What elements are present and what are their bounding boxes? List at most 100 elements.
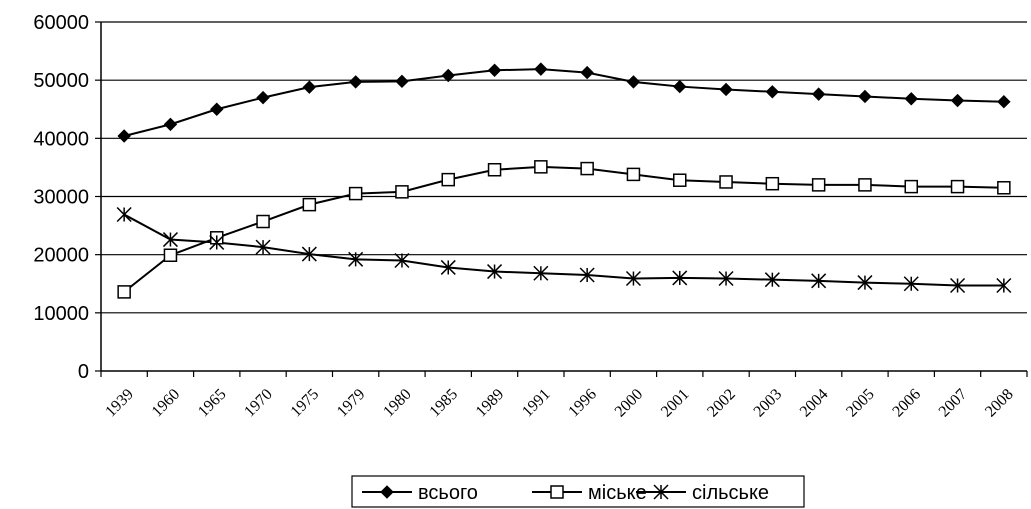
data-point-asterisk bbox=[394, 252, 410, 269]
legend-marker-square bbox=[550, 485, 564, 499]
data-point-diamond bbox=[163, 117, 178, 132]
y-tick-label: 20000 bbox=[33, 245, 89, 267]
data-point-asterisk bbox=[903, 276, 919, 292]
legend-label: всього bbox=[418, 482, 478, 504]
x-tick-label: 1975 bbox=[288, 386, 323, 421]
data-point-diamond bbox=[904, 92, 918, 106]
y-tick-label: 10000 bbox=[33, 303, 89, 325]
x-tick-label: 1989 bbox=[473, 386, 508, 421]
data-point-diamond bbox=[580, 65, 594, 80]
data-point-diamond bbox=[719, 82, 733, 97]
data-point-square bbox=[348, 186, 363, 201]
data-point-asterisk bbox=[718, 270, 734, 287]
data-point-square bbox=[904, 179, 918, 194]
x-tick-label: 2008 bbox=[982, 386, 1017, 421]
data-point-asterisk bbox=[348, 251, 364, 267]
data-point-asterisk bbox=[950, 277, 966, 294]
data-point-asterisk bbox=[533, 265, 549, 281]
data-point-asterisk bbox=[625, 270, 641, 287]
data-point-diamond bbox=[487, 63, 502, 77]
data-point-diamond bbox=[117, 129, 131, 143]
data-point-square bbox=[811, 178, 826, 192]
series-group bbox=[116, 62, 1012, 299]
x-tick-label: 2004 bbox=[797, 386, 832, 421]
x-tick-label: 1970 bbox=[241, 386, 276, 421]
legend-marker-asterisk bbox=[653, 484, 669, 500]
y-tick-label: 50000 bbox=[33, 70, 89, 92]
x-tick-label: 2000 bbox=[612, 386, 647, 421]
data-point-diamond bbox=[395, 74, 409, 89]
x-tick-label: 1991 bbox=[519, 386, 554, 421]
data-point-asterisk bbox=[209, 234, 225, 250]
x-tick-label: 2002 bbox=[704, 386, 739, 421]
data-point-asterisk bbox=[857, 275, 873, 291]
x-tick-label: 2003 bbox=[751, 386, 786, 421]
gridlines bbox=[101, 21, 1027, 314]
x-tick-label: 1960 bbox=[149, 386, 184, 421]
x-tick-label: 2007 bbox=[936, 386, 971, 421]
data-point-diamond bbox=[210, 102, 224, 116]
data-point-square bbox=[256, 214, 270, 229]
data-point-asterisk bbox=[116, 207, 132, 223]
data-point-diamond bbox=[348, 75, 363, 89]
data-point-diamond bbox=[673, 79, 687, 94]
data-point-diamond bbox=[302, 80, 317, 94]
x-tick-label: 1996 bbox=[565, 386, 600, 421]
data-point-asterisk bbox=[579, 267, 595, 283]
data-point-diamond bbox=[765, 85, 780, 99]
series-line-diamond bbox=[123, 68, 1004, 137]
data-point-square bbox=[858, 178, 872, 192]
data-point-asterisk bbox=[162, 232, 178, 248]
data-point-asterisk bbox=[764, 272, 780, 288]
data-point-square bbox=[950, 179, 965, 194]
data-point-diamond bbox=[997, 94, 1011, 109]
data-point-square bbox=[487, 162, 502, 177]
legend-label: міське bbox=[588, 482, 647, 504]
data-point-asterisk bbox=[672, 270, 688, 286]
series-line-square bbox=[123, 165, 1004, 293]
data-point-square bbox=[534, 160, 548, 174]
x-axis: 1939 1960 1965 1970 1975 1979 1980 1985 1989 1991… bbox=[100, 370, 1028, 421]
y-tick-label: 40000 bbox=[33, 128, 89, 150]
data-point-asterisk bbox=[996, 277, 1012, 294]
x-tick-label: 2005 bbox=[843, 386, 878, 421]
x-tick-label: 1979 bbox=[334, 386, 369, 421]
series-line-asterisk bbox=[123, 213, 1004, 287]
data-point-asterisk bbox=[487, 264, 503, 280]
x-tick-label: 1965 bbox=[195, 386, 230, 421]
data-point-diamond bbox=[626, 75, 641, 89]
x-tick-label: 1980 bbox=[380, 386, 415, 421]
data-point-diamond bbox=[950, 93, 965, 108]
data-point-square bbox=[163, 248, 178, 262]
data-point-square bbox=[117, 285, 131, 299]
data-point-square bbox=[673, 173, 687, 187]
data-point-diamond bbox=[441, 68, 455, 83]
data-point-asterisk bbox=[440, 259, 456, 275]
y-tick-label: 0 bbox=[78, 361, 89, 383]
x-tick-label: 2006 bbox=[889, 386, 924, 421]
data-point-square bbox=[302, 197, 317, 212]
y-tick-label: 60000 bbox=[33, 12, 89, 34]
data-point-square bbox=[395, 185, 409, 199]
legend-marker-diamond bbox=[380, 485, 394, 499]
data-point-diamond bbox=[256, 90, 270, 105]
data-point-square bbox=[997, 181, 1011, 195]
data-point-asterisk bbox=[301, 246, 317, 262]
data-point-diamond bbox=[858, 89, 872, 104]
legend: всього міське сільське bbox=[351, 475, 805, 508]
data-point-asterisk bbox=[255, 239, 271, 255]
data-point-square bbox=[765, 176, 780, 191]
y-tick-label: 30000 bbox=[33, 187, 89, 209]
x-tick-label: 1985 bbox=[426, 386, 461, 421]
data-point-square bbox=[580, 161, 594, 176]
y-axis: 0 10000 20000 30000 40000 50000 60000 bbox=[33, 12, 102, 383]
legend-label: сільське bbox=[692, 482, 769, 504]
data-point-asterisk bbox=[811, 273, 827, 289]
data-point-diamond bbox=[811, 87, 826, 101]
data-point-square bbox=[626, 167, 641, 182]
x-tick-label: 2001 bbox=[658, 386, 693, 421]
x-tick-label: 1939 bbox=[102, 386, 137, 421]
data-point-square bbox=[719, 175, 733, 189]
data-point-square bbox=[441, 172, 455, 187]
